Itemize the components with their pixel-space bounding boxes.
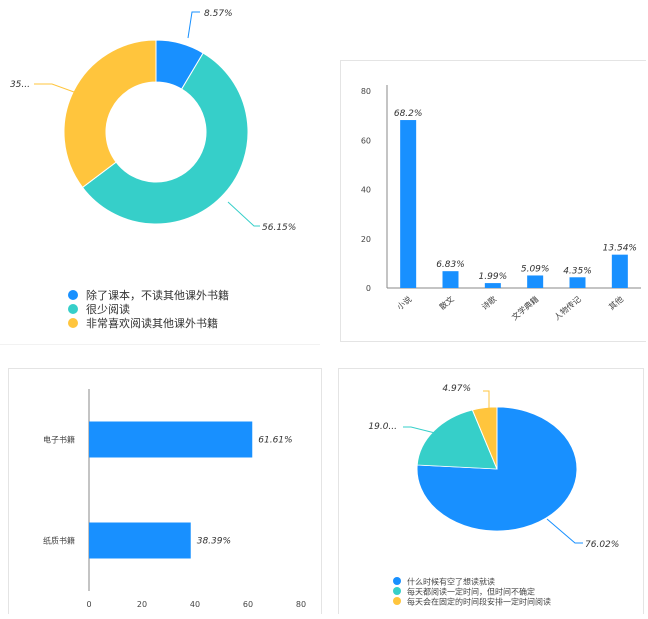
legend-label: 每天都阅读一定时间，但时间不确定	[407, 587, 535, 597]
bar-data-label: 5.09%	[521, 264, 550, 274]
x-tick-label: 20	[137, 600, 147, 609]
bar	[527, 275, 544, 288]
x-tick-label: 人物传记	[552, 294, 583, 322]
pie-data-label: 19.0...	[368, 422, 397, 432]
donut-leader-line	[34, 83, 75, 93]
y-tick-label: 40	[361, 186, 371, 195]
pie-slice	[471, 406, 498, 470]
y-tick-label: 电子书籍	[43, 435, 75, 445]
vertical-bar-chart-panel: 0 20 40 60 80 68.2% 小说 6.83% 散文 1.99% 诗歌 5.09% 文学典籍 4…	[340, 60, 646, 342]
bar-data-label: 68.2%	[394, 109, 423, 119]
x-tick-label: 40	[190, 600, 200, 609]
pie-data-label: 76.02%	[585, 540, 619, 550]
pie-slices-group	[416, 406, 578, 532]
y-tick-label: 纸质书籍	[43, 536, 75, 546]
donut-leader-line	[227, 201, 260, 227]
bar	[89, 522, 191, 559]
y-tick-label: 0	[366, 284, 371, 293]
bar-data-label: 38.39%	[197, 537, 231, 547]
donut-data-label: 8.57%	[204, 9, 233, 19]
legend-label: 什么时候有空了想读就读	[407, 577, 495, 587]
x-tick-label: 80	[296, 600, 306, 609]
bar	[484, 283, 501, 288]
x-tick-label: 散文	[437, 294, 456, 312]
legend-marker	[393, 597, 401, 605]
pie-chart: 76.02% 19.0... 4.97% 什么时候有空了想读就读每天都阅读一定时间，但…	[368, 384, 619, 607]
legend-label: 每天会在固定的时间段安排一定时间阅读	[407, 597, 551, 607]
x-tick-label: 其他	[606, 294, 625, 312]
y-tick-label: 60	[361, 136, 371, 145]
legend-label: 很少阅读	[86, 302, 130, 316]
pie-leader-line	[403, 426, 436, 434]
donut-chart: 8.57% 56.15% 35... 除了课本，不读其他课外书籍很少阅读非常喜欢阅读其…	[0, 9, 320, 346]
legend-label: 除了课本，不读其他课外书籍	[86, 288, 229, 302]
y-tick-label: 80	[361, 87, 371, 96]
donut-slice	[63, 39, 157, 189]
bar	[400, 120, 417, 288]
x-tick-label: 60	[243, 600, 253, 609]
x-tick-label: 文学典籍	[510, 294, 541, 322]
legend-label: 非常喜欢阅读其他课外书籍	[86, 316, 218, 330]
bar-data-label: 13.54%	[603, 244, 637, 254]
horizontal-bar-chart-panel: 0 20 40 60 80 61.61% 电子书籍 38.39% 纸质书籍	[8, 368, 322, 614]
legend-marker	[68, 318, 78, 328]
legend-marker	[68, 290, 78, 300]
bar	[611, 254, 628, 288]
bar-data-label: 4.35%	[563, 266, 592, 276]
donut-slice	[81, 52, 249, 225]
legend-marker	[393, 577, 401, 585]
pie-leader-line	[483, 390, 490, 409]
donut-data-label: 35...	[10, 80, 30, 90]
legend-marker	[68, 304, 78, 314]
bar	[442, 271, 459, 288]
horizontal-bar-chart: 0 20 40 60 80 61.61% 电子书籍 38.39% 纸质书籍	[43, 389, 306, 609]
pie-data-label: 4.97%	[442, 384, 471, 394]
pie-chart-panel: 76.02% 19.0... 4.97% 什么时候有空了想读就读 每天都阅读一定时间，但…	[338, 368, 644, 614]
bar-data-label: 1.99%	[479, 272, 508, 282]
donut-data-label: 56.15%	[262, 223, 296, 233]
y-tick-label: 20	[361, 235, 371, 244]
pie-slice	[416, 409, 498, 470]
bar	[89, 421, 253, 458]
donut-leader-line	[187, 11, 200, 39]
x-tick-label: 小说	[395, 294, 414, 312]
pie-leader-line	[546, 518, 583, 544]
bar-data-label: 6.83%	[436, 260, 465, 270]
x-tick-label: 诗歌	[479, 294, 498, 312]
donut-chart-panel: 8.57% 56.15% 35... 除了课本，不读其他课外书籍 很少阅读 非常喜欢阅读其…	[0, 0, 320, 346]
bar	[569, 277, 586, 288]
x-tick-label: 0	[86, 600, 91, 609]
vertical-bar-chart: 0 20 40 60 80 68.2% 小说 6.83% 散文 1.99% 诗歌 5.09% 文学典籍 4…	[361, 85, 641, 322]
bar-data-label: 61.61%	[258, 436, 292, 446]
legend-marker	[393, 587, 401, 595]
